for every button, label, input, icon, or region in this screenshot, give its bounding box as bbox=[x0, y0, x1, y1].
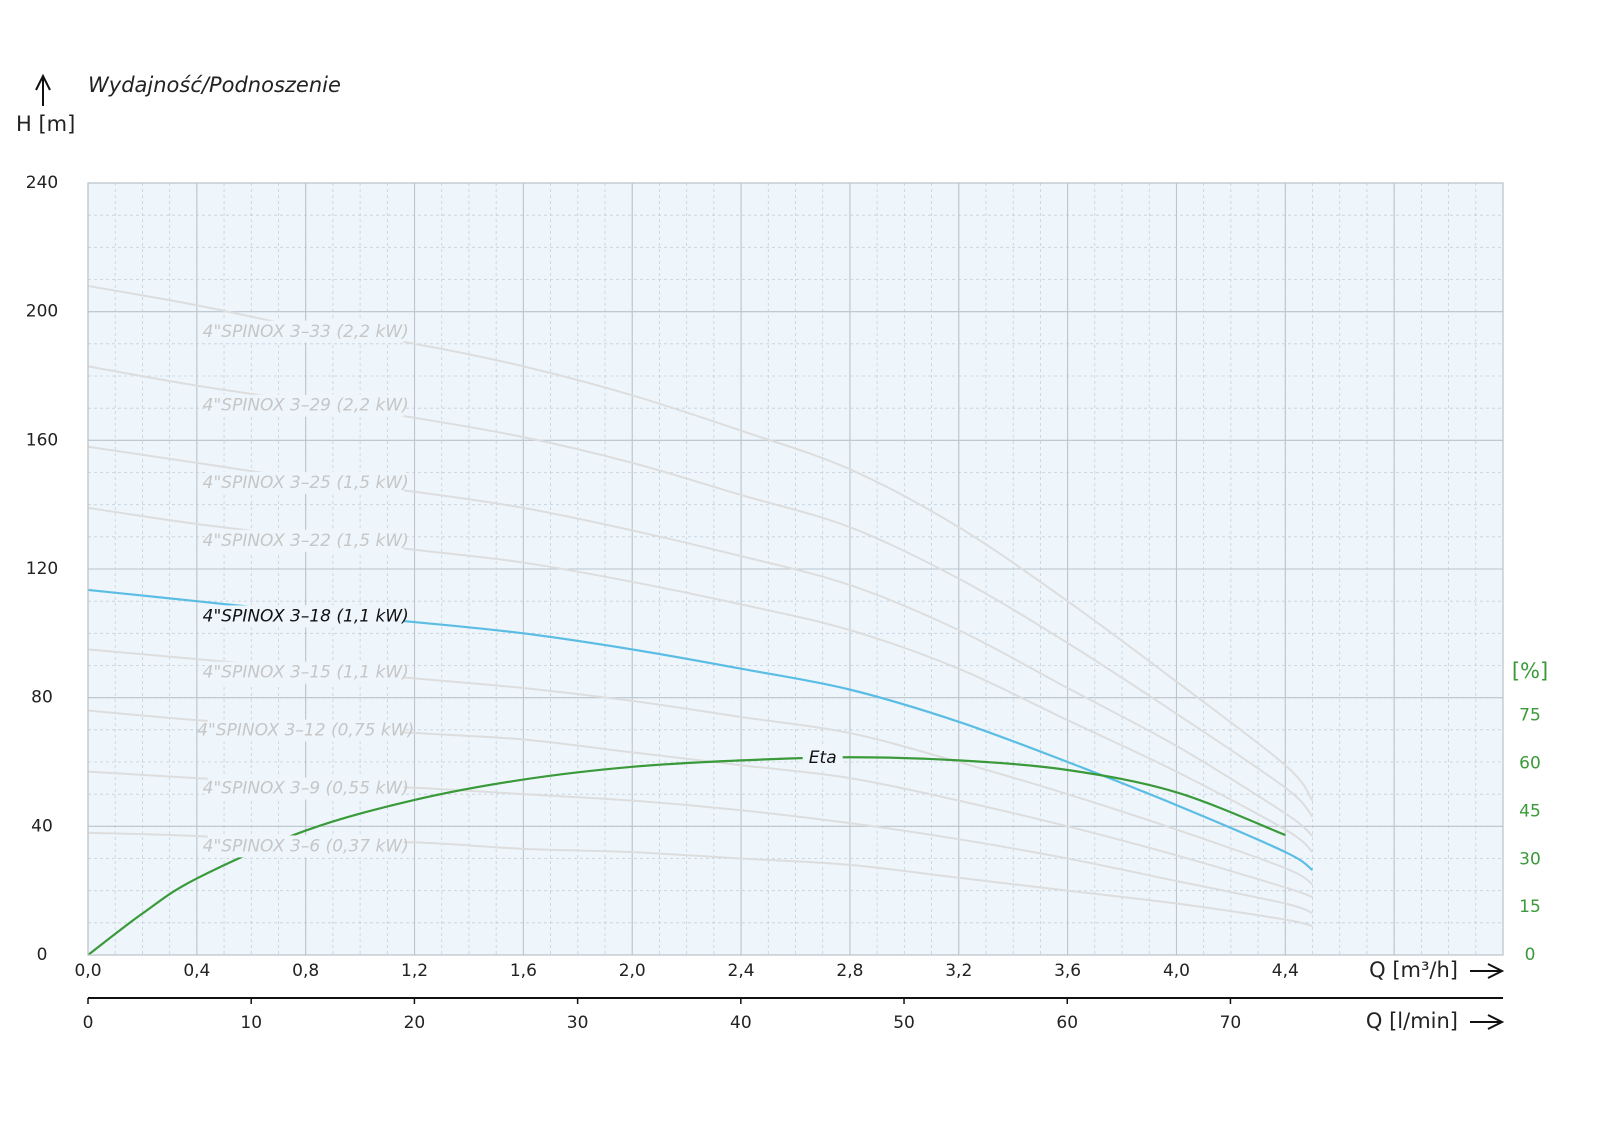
x-tick-label: 4,0 bbox=[1163, 961, 1190, 981]
x-tick-label: 1,2 bbox=[401, 961, 428, 981]
y2-tick-label: 30 bbox=[1519, 849, 1541, 869]
label-background bbox=[207, 661, 404, 684]
series-line bbox=[87, 756, 1286, 956]
y-axis-label: H [m] bbox=[16, 112, 75, 136]
chart-title: Wydajność/Podnoszenie bbox=[88, 73, 341, 97]
series-label: 4"SPINOX 3–15 (1,1 kW) bbox=[203, 663, 409, 683]
label-background bbox=[207, 320, 404, 343]
x-tick-label: 2,4 bbox=[728, 961, 755, 981]
label-background bbox=[207, 605, 404, 628]
x2-tick-label: 70 bbox=[1220, 1013, 1242, 1033]
x2-axis-label: Q [l/min] bbox=[1366, 1009, 1458, 1033]
y-tick-label: 40 bbox=[31, 816, 53, 836]
x-arrow bbox=[1470, 963, 1505, 979]
y2-axis-label: [%] bbox=[1512, 659, 1548, 683]
x2-arrow bbox=[1470, 1014, 1505, 1030]
x-tick-label: 0,4 bbox=[183, 961, 210, 981]
series-label: 4"SPINOX 3–22 (1,5 kW) bbox=[203, 531, 409, 551]
series-label: 4"SPINOX 3–6 (0,37 kW) bbox=[203, 836, 409, 856]
label-background bbox=[207, 471, 404, 494]
plot-border bbox=[87, 182, 1504, 956]
label-background bbox=[207, 529, 404, 552]
x2-tick-label: 50 bbox=[893, 1013, 915, 1033]
series-label: 4"SPINOX 3–12 (0,75 kW) bbox=[197, 721, 414, 741]
x-tick-label: 2,0 bbox=[619, 961, 646, 981]
y-tick-label: 80 bbox=[31, 688, 53, 708]
label-background bbox=[207, 394, 404, 417]
x-tick-label: 2,8 bbox=[836, 961, 863, 981]
x-tick-label: 4,4 bbox=[1272, 961, 1299, 981]
x2-tick-label: 20 bbox=[404, 1013, 426, 1033]
series-label: Eta bbox=[809, 748, 837, 768]
label-background bbox=[207, 777, 404, 800]
y-arrow bbox=[35, 73, 51, 106]
y-tick-label: 200 bbox=[26, 302, 58, 322]
x2-tick-label: 0 bbox=[83, 1013, 94, 1033]
y2-tick-label: 75 bbox=[1519, 706, 1541, 726]
x-tick-label: 0,0 bbox=[74, 961, 101, 981]
x-axis-label: Q [m³/h] bbox=[1369, 958, 1458, 982]
series-label: 4"SPINOX 3–25 (1,5 kW) bbox=[203, 473, 409, 493]
x-tick-label: 3,2 bbox=[945, 961, 972, 981]
x2-tick-label: 10 bbox=[240, 1013, 262, 1033]
y2-tick-label: 45 bbox=[1519, 801, 1541, 821]
x-tick-label: 3,6 bbox=[1054, 961, 1081, 981]
y2-tick-label: 0 bbox=[1525, 945, 1536, 965]
y-tick-label: 0 bbox=[37, 945, 48, 965]
series-label: 4"SPINOX 3–18 (1,1 kW) bbox=[203, 606, 409, 626]
series-label: 4"SPINOX 3–9 (0,55 kW) bbox=[203, 779, 409, 799]
label-background bbox=[802, 747, 843, 770]
x-tick-label: 0,8 bbox=[292, 961, 319, 981]
x2-tick-label: 40 bbox=[730, 1013, 752, 1033]
y2-tick-label: 15 bbox=[1519, 897, 1541, 917]
y-tick-label: 240 bbox=[26, 173, 58, 193]
series-label: 4"SPINOX 3–33 (2,2 kW) bbox=[203, 322, 409, 342]
series-label: 4"SPINOX 3–29 (2,2 kW) bbox=[203, 396, 409, 416]
label-background bbox=[207, 719, 404, 742]
y-tick-label: 120 bbox=[26, 559, 58, 579]
label-background bbox=[207, 835, 404, 858]
y-tick-label: 160 bbox=[26, 430, 58, 450]
x-tick-label: 1,6 bbox=[510, 961, 537, 981]
y2-tick-label: 60 bbox=[1519, 754, 1541, 774]
x2-tick-label: 60 bbox=[1056, 1013, 1078, 1033]
curves: 4"SPINOX 3–33 (2,2 kW) 4"SPINOX 3–29 (2,2… bbox=[87, 284, 1314, 956]
x2-tick-label: 30 bbox=[567, 1013, 589, 1033]
